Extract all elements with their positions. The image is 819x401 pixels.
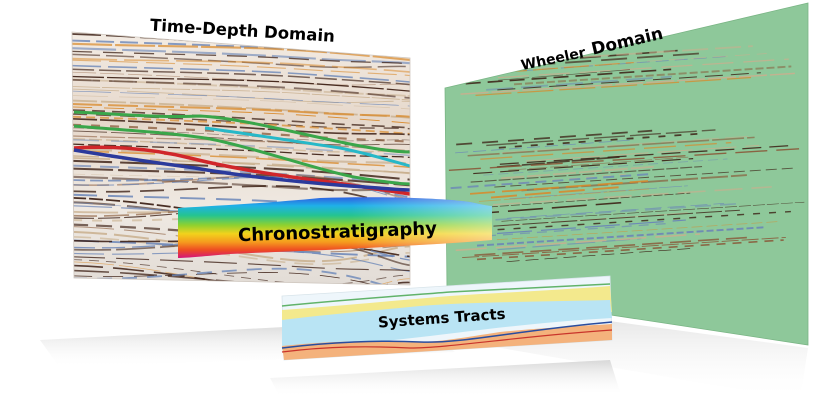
- wheeler-trace: [474, 236, 749, 256]
- wheeler-trace: [465, 68, 672, 85]
- wheeler-panel: [444, 2, 809, 346]
- wheeler-trace: [495, 202, 741, 221]
- wheeler-trace: [506, 227, 744, 245]
- wheeler-trace: [476, 239, 784, 261]
- seismic-trace: [72, 256, 410, 272]
- seismic-trace: [72, 78, 410, 100]
- wheeler-trace: [455, 233, 701, 252]
- seismic-trace: [72, 95, 410, 110]
- seismic-trace: [72, 64, 410, 83]
- wheeler-trace: [475, 76, 752, 96]
- wheeler-trace: [473, 158, 694, 175]
- wheeler-trace: [477, 192, 691, 209]
- wheeler-trace: [483, 158, 728, 176]
- seismic-trace: [72, 115, 410, 135]
- seismic-trace: [72, 230, 410, 263]
- seismic-trace: [72, 159, 410, 181]
- wheeler-trace: [501, 135, 749, 154]
- wheeler-trace: [497, 58, 789, 79]
- wheeler-trace: [497, 219, 686, 235]
- wheeler-trace: [460, 72, 795, 95]
- wheeler-trace: [478, 188, 650, 202]
- wheeler-trace: [462, 236, 786, 259]
- seismic-trace: [72, 215, 410, 236]
- seismic-trace: [72, 68, 410, 86]
- seismic-trace: [72, 143, 410, 159]
- seismic-trace: [72, 90, 410, 107]
- seismic-trace: [72, 123, 410, 144]
- seismic-trace: [72, 75, 410, 92]
- wheeler-trace: [496, 221, 779, 241]
- seismic-trace: [72, 109, 410, 129]
- seismic-trace: [72, 86, 410, 101]
- wheeler-trace: [498, 69, 630, 81]
- wheeler-trace: [506, 247, 696, 262]
- wheeler-trace: [523, 56, 728, 72]
- wheeler-trace: [497, 72, 761, 91]
- wheeler-trace: [455, 139, 632, 154]
- seismic-trace: [72, 59, 410, 77]
- seismic-trace: [72, 47, 410, 65]
- wheeler-trace: [508, 156, 689, 171]
- tract-boundary-green: [281, 283, 611, 307]
- seismic-trace: [72, 155, 410, 174]
- interpreted-horizons: [73, 110, 410, 196]
- wheeler-trace: [476, 226, 766, 247]
- wheeler-trace: [448, 148, 800, 171]
- wheeler-trace: [486, 129, 716, 147]
- wheeler-trace: [486, 75, 673, 91]
- wheeler-trace: [525, 144, 760, 162]
- tract-transgressive: [282, 300, 612, 350]
- seismic-trace: [72, 272, 410, 285]
- wheeler-trace: [490, 186, 621, 199]
- tract-boundary-red: [281, 329, 613, 353]
- seismic-trace: [72, 53, 410, 69]
- wheeler-trace: [499, 145, 789, 165]
- tract-boundary-blue: [281, 321, 613, 349]
- wheeler-trace: [492, 186, 772, 206]
- horizon-green-lower: [73, 124, 410, 186]
- horizon-blue: [73, 148, 410, 192]
- wheeler-trace: [471, 61, 634, 76]
- seismic-trace: [72, 103, 410, 118]
- seismic-trace: [72, 106, 410, 124]
- chronostratigraphy-panel: Chronostratigraphy: [178, 197, 492, 258]
- wheeler-trace: [513, 65, 792, 86]
- seismic-trace: [72, 150, 410, 169]
- wheeler-trace: [497, 237, 642, 251]
- systems-tracts-panel: Systems Tracts: [281, 275, 613, 361]
- wheeler-trace: [469, 180, 649, 195]
- time-depth-panel: [71, 31, 411, 286]
- wheeler-trace: [494, 167, 797, 188]
- seismic-trace: [72, 138, 410, 157]
- horizon-cyan: [204, 126, 410, 168]
- seismic-trace: [72, 57, 410, 74]
- seismic-trace: [72, 50, 410, 65]
- wheeler-trace: [464, 209, 740, 229]
- wheeler-trace: [498, 132, 702, 149]
- seismic-trace: [72, 269, 410, 285]
- seismic-trace: [72, 138, 410, 153]
- wheeler-reflections: [448, 45, 805, 262]
- horizon-green-upper: [73, 110, 410, 154]
- wheeler-trace: [506, 203, 725, 219]
- wheeler-trace: [456, 129, 653, 146]
- wheeler-trace: [470, 165, 703, 183]
- wheeler-trace: [480, 141, 732, 160]
- wheeler-trace: [501, 201, 805, 222]
- seismic-trace: [72, 88, 410, 103]
- wheeler-trace: [467, 136, 755, 157]
- seismic-trace: [72, 42, 410, 62]
- seismic-trace: [72, 264, 410, 285]
